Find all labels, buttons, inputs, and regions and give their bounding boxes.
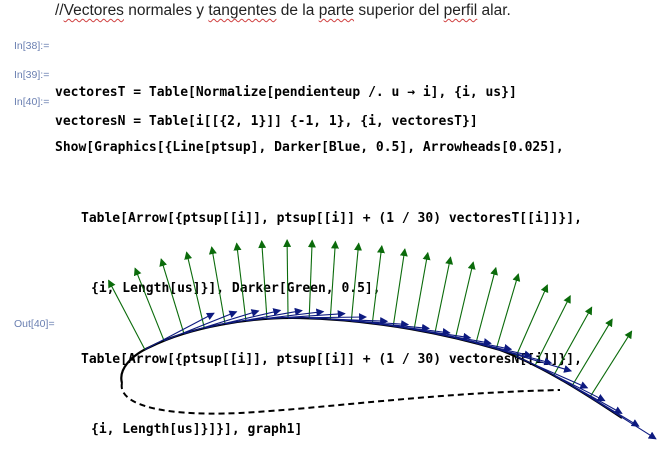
tangent-arrow — [224, 307, 303, 325]
cell-label-in40: In[40]:= — [14, 96, 50, 108]
normal-arrow — [553, 306, 593, 376]
tangent-arrow — [245, 308, 325, 322]
normal-arrow — [307, 239, 316, 319]
tangent-arrow — [534, 365, 606, 402]
tangent-arrow — [330, 318, 410, 329]
comment-text-4: alar. — [477, 2, 511, 19]
normal-arrow — [233, 242, 247, 321]
airfoil-lower-curve — [120, 382, 561, 415]
code-line: vectoresN = Table[i[[{2, 1}]] {-1, 1}, {… — [55, 114, 478, 129]
input-cell-in40[interactable]: Show[Graphics[{Line[ptsup], Darker[Blue,… — [55, 89, 582, 465]
tangent-arrow — [144, 312, 215, 350]
tangent-arrow — [309, 317, 389, 326]
normal-arrow — [258, 240, 268, 319]
normal-arrow — [589, 330, 633, 398]
input-cell-in38[interactable]: vectoresT = Table[Normalize[pendienteup … — [55, 34, 517, 128]
normal-arrow — [329, 240, 339, 320]
normal-arrow — [208, 246, 226, 325]
code-line: {i, Length[us]}]}], graph1] — [91, 422, 303, 437]
tangent-arrow — [163, 310, 238, 342]
normal-arrow — [283, 238, 292, 318]
airfoil-upper-curve — [120, 316, 623, 419]
code-line: Table[Arrow[{ptsup[[i]], ptsup[[i]] + (1… — [81, 210, 582, 226]
normal-arrow — [350, 242, 363, 322]
normal-arrow — [534, 294, 571, 366]
normal-arrow — [413, 251, 431, 330]
normal-arrow — [371, 244, 385, 324]
cell-label-in39: In[39]:= — [14, 69, 50, 81]
normal-arrow — [454, 261, 476, 339]
normal-arrow — [392, 248, 408, 327]
tangent-arrow — [413, 329, 492, 347]
cell-label-out40: Out[40]= — [14, 318, 55, 330]
code-line: {i, Length[us]}], Darker[Green, 0.5], — [91, 281, 381, 296]
normal-arrow — [133, 267, 165, 341]
cell-label-in38: In[38]:= — [14, 40, 50, 52]
tangent-arrow — [571, 385, 640, 427]
tangent-arrow — [372, 322, 451, 336]
normal-vectors — [108, 238, 633, 398]
comment-text-1: normales y — [123, 2, 209, 19]
tangent-arrow — [589, 396, 657, 440]
tangent-arrow — [553, 374, 623, 414]
normal-arrow — [475, 266, 498, 344]
tangent-arrow — [475, 342, 553, 366]
code-line: vectoresT = Table[Normalize[pendienteup … — [55, 85, 517, 100]
comment-word-parte: parte — [318, 2, 355, 19]
normal-arrow — [108, 279, 146, 350]
tangent-arrow — [393, 325, 472, 341]
tangent-arrow — [266, 310, 346, 320]
tangent-arrow — [183, 309, 260, 335]
tangent-arrow — [288, 313, 368, 322]
comment-word-perfil: perfil — [443, 2, 478, 19]
normal-arrow — [495, 273, 521, 350]
comment-text-3: superior del — [354, 2, 444, 19]
tangent-arrow — [515, 355, 589, 389]
tangent-vectors — [144, 307, 657, 440]
output-graphic[interactable] — [0, 205, 668, 441]
normal-arrow — [571, 318, 613, 387]
input-cell-in39[interactable]: vectoresN = Table[i[[{2, 1}]] {-1, 1}, {… — [55, 63, 478, 157]
tangent-arrow — [496, 348, 573, 373]
comment-text-2: de la — [276, 2, 319, 19]
tangent-arrow — [434, 333, 513, 352]
normal-arrow — [184, 251, 205, 329]
tangent-arrow — [204, 308, 282, 329]
comment-word-tangentes: tangentes — [208, 2, 277, 19]
comment-line: //Vectores normales y tangentes de la pa… — [55, 2, 511, 20]
normal-arrow — [515, 284, 549, 357]
code-line: Show[Graphics[{Line[ptsup], Darker[Blue,… — [55, 140, 564, 155]
normal-arrow — [434, 256, 454, 334]
tangent-arrow — [351, 320, 430, 332]
comment-word-vectores: Vectores — [63, 2, 124, 19]
normal-arrow — [159, 258, 185, 334]
tangent-arrow — [455, 337, 533, 359]
comment-prefix: // — [55, 2, 64, 19]
